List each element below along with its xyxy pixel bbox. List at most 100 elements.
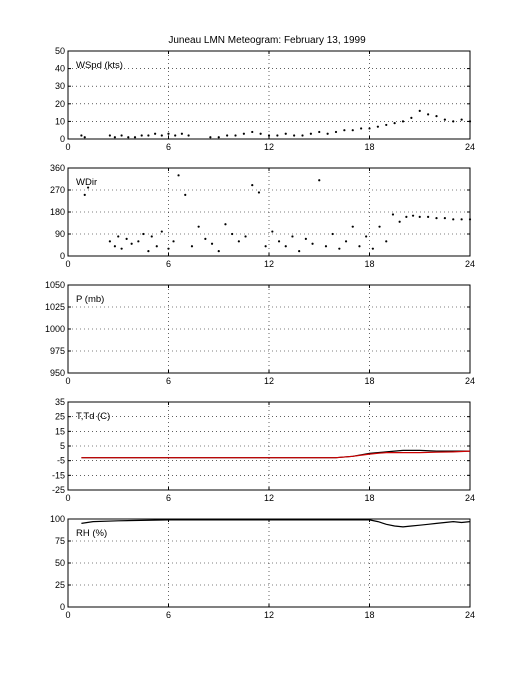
x-tick-label: 6 <box>166 610 171 620</box>
x-tick-label: 12 <box>264 610 274 620</box>
data-point <box>411 214 415 217</box>
data-point <box>177 174 180 177</box>
data-point <box>331 232 334 236</box>
y-tick-label: 975 <box>50 346 65 356</box>
x-tick-label: 6 <box>166 142 171 152</box>
data-point <box>277 240 281 243</box>
data-point <box>427 113 430 116</box>
data-point <box>150 235 153 238</box>
data-point <box>142 232 145 236</box>
x-tick-label: 6 <box>166 259 171 269</box>
data-point <box>83 193 86 196</box>
y-tick-label: 1025 <box>45 302 65 312</box>
data-point <box>398 220 401 223</box>
data-point <box>187 134 190 137</box>
data-point <box>391 213 395 216</box>
data-point <box>231 232 234 236</box>
data-point <box>217 250 220 253</box>
data-point <box>298 250 301 253</box>
x-tick-label: 6 <box>166 493 171 503</box>
data-point <box>324 245 328 248</box>
y-tick-label: 180 <box>50 207 65 217</box>
data-point <box>237 240 240 243</box>
data-point <box>117 235 120 238</box>
data-point <box>365 235 368 238</box>
chart-title: Juneau LMN Meteogram: February 13, 1999 <box>168 35 366 46</box>
data-point <box>130 242 133 245</box>
data-point <box>217 136 220 139</box>
data-point <box>113 245 116 248</box>
data-point <box>264 245 267 248</box>
panel-label: RH (%) <box>76 528 107 539</box>
y-tick-label: 10 <box>55 116 65 126</box>
y-tick-label: 25 <box>55 412 65 422</box>
y-tick-label: 35 <box>55 397 65 407</box>
data-point <box>343 129 346 132</box>
panel-3: 0 6 12 18 24 950 975 1000 1025 1050 P (mb) <box>45 280 475 386</box>
data-point <box>311 242 314 245</box>
data-point <box>418 215 421 218</box>
data-point <box>180 132 183 135</box>
data-point <box>224 223 227 226</box>
x-tick-label: 12 <box>264 493 274 503</box>
data-point <box>378 225 381 228</box>
y-tick-label: 0 <box>60 134 65 144</box>
data-point <box>326 132 329 135</box>
data-point <box>226 134 229 137</box>
x-tick-label: 0 <box>65 259 70 269</box>
data-point <box>257 191 261 194</box>
y-tick-label: -25 <box>52 485 65 495</box>
data-point <box>427 215 430 218</box>
data-point <box>172 240 175 243</box>
data-point <box>368 127 371 130</box>
data-point <box>309 132 312 135</box>
data-point <box>371 247 374 250</box>
data-point <box>301 134 304 137</box>
y-tick-label: 100 <box>50 514 65 524</box>
data-point <box>137 240 140 243</box>
data-point <box>452 218 455 221</box>
data-point <box>460 218 463 221</box>
data-point <box>344 240 348 243</box>
series-line-1 <box>81 449 470 459</box>
y-tick-label: 20 <box>55 99 65 109</box>
data-point <box>120 247 123 250</box>
data-point <box>418 109 421 112</box>
panel-1: 0 6 12 18 24 0 10 20 30 40 50 WSpd (kts) <box>55 46 475 152</box>
x-tick-label: 0 <box>65 142 70 152</box>
data-point <box>401 120 405 123</box>
y-tick-label: 360 <box>50 163 65 173</box>
y-tick-label: -15 <box>52 470 65 480</box>
data-point <box>160 230 163 233</box>
data-point <box>443 118 446 121</box>
data-point <box>293 134 296 137</box>
x-tick-label: 24 <box>465 259 475 269</box>
y-tick-label: 1000 <box>45 324 65 334</box>
data-point <box>125 237 128 240</box>
panel-label: WDir <box>76 177 97 188</box>
y-tick-label: 270 <box>50 185 65 195</box>
y-tick-label: 1050 <box>45 280 65 290</box>
data-point <box>190 245 194 248</box>
data-point <box>234 134 237 137</box>
data-point <box>154 132 157 135</box>
data-point <box>460 118 463 121</box>
data-point <box>276 134 279 137</box>
data-point <box>351 129 354 132</box>
data-point <box>338 247 341 250</box>
y-tick-label: 90 <box>55 229 65 239</box>
data-point <box>244 235 247 238</box>
data-point <box>468 218 472 221</box>
x-tick-label: 18 <box>364 142 374 152</box>
panel-2: 0 6 12 18 24 0 90 180 270 360 WDir <box>50 163 475 269</box>
data-point <box>360 127 363 130</box>
panel-label: WSpd (kts) <box>76 60 123 71</box>
data-point <box>393 122 396 125</box>
data-point <box>160 134 163 137</box>
panel-label: P (mb) <box>76 294 104 305</box>
x-tick-label: 18 <box>364 376 374 386</box>
data-point <box>435 217 438 220</box>
data-point <box>304 237 307 240</box>
data-point <box>155 245 158 248</box>
